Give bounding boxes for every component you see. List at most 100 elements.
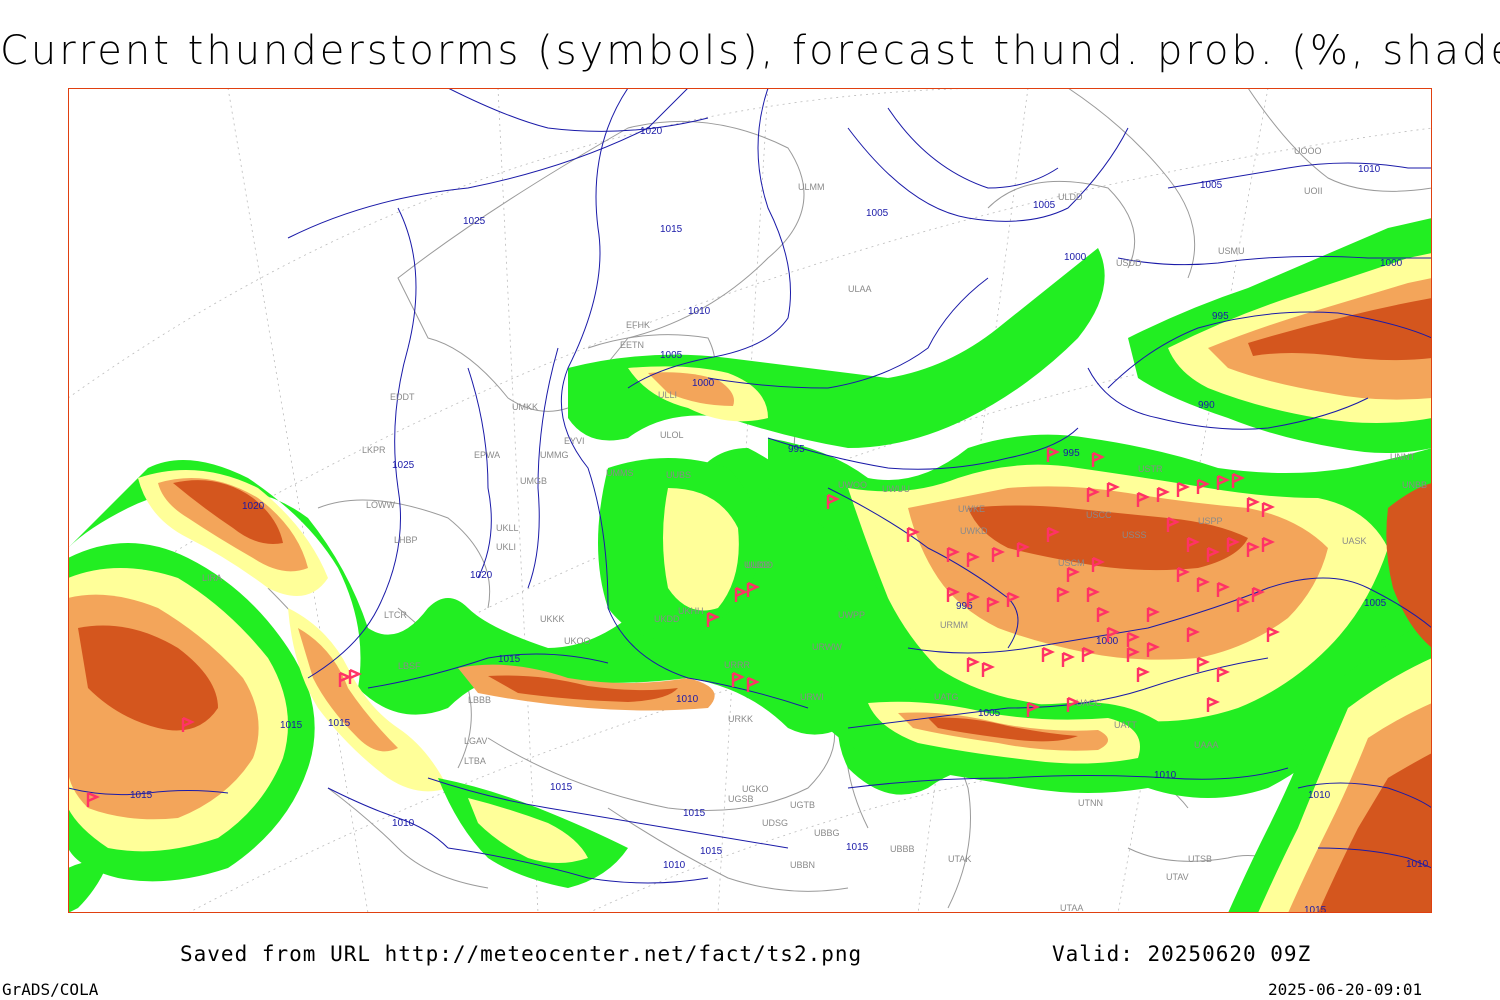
station-label: LIRA bbox=[202, 573, 222, 583]
prob-area-baltic-high bbox=[648, 372, 734, 406]
page-title: Current thunderstorms (symbols), forecas… bbox=[0, 28, 1500, 74]
isobar-label: 1000 bbox=[692, 378, 715, 389]
prob-area-southeast-vhigh bbox=[1318, 753, 1432, 913]
map-frame-border bbox=[68, 88, 1432, 913]
station-label: UACC bbox=[1076, 698, 1102, 708]
station-label: LBSF bbox=[398, 661, 421, 671]
prob-area-ukraine-mid bbox=[663, 488, 739, 611]
station-label: UMKK bbox=[512, 402, 538, 412]
isobar-label: 1000 bbox=[1064, 252, 1087, 263]
station-label: ULMM bbox=[798, 182, 825, 192]
prob-area-anatolia-mid bbox=[468, 798, 588, 863]
station-label: EETN bbox=[620, 340, 644, 350]
isobar-label: 1025 bbox=[463, 216, 486, 227]
station-label: UGSB bbox=[728, 794, 754, 804]
valid-time-text: Valid: 20250620 09Z bbox=[1052, 942, 1312, 966]
isobar-label: 1015 bbox=[683, 808, 706, 819]
thunderstorm-symbol-cluster-caucasus bbox=[966, 646, 1095, 717]
station-label: USMU bbox=[1218, 246, 1245, 256]
prob-area-iberia-vhigh bbox=[78, 625, 218, 731]
station-label: URWW bbox=[812, 642, 842, 652]
station-label: LOWW bbox=[366, 500, 396, 510]
station-label: UKDD bbox=[654, 614, 680, 624]
thunderstorm-symbol-cluster-west bbox=[86, 668, 362, 807]
station-label: UGKO bbox=[742, 784, 769, 794]
station-label: UAAA bbox=[1194, 740, 1219, 750]
station-label: UWOO bbox=[838, 480, 867, 490]
isobar-label: 1015 bbox=[130, 790, 153, 801]
projection-edge-area bbox=[68, 88, 468, 388]
station-label: USCC bbox=[1086, 510, 1112, 520]
prob-area-alps-vhigh bbox=[173, 480, 283, 544]
thunderstorm-symbols bbox=[86, 446, 1280, 807]
station-label: ULAA bbox=[848, 284, 872, 294]
station-label: UTAV bbox=[1166, 872, 1189, 882]
station-label: USSS bbox=[1122, 530, 1147, 540]
isobar-label: 1005 bbox=[660, 350, 683, 361]
isobar-label: 1015 bbox=[846, 842, 869, 853]
station-label: URMM bbox=[940, 620, 968, 630]
station-label: UKOO bbox=[564, 636, 591, 646]
station-label: UUBS bbox=[666, 470, 691, 480]
station-label: UGTB bbox=[790, 800, 815, 810]
isobar-label: 1010 bbox=[688, 306, 711, 317]
station-label: EFHK bbox=[626, 320, 650, 330]
station-label: ULLI bbox=[658, 390, 677, 400]
station-label: UKKK bbox=[540, 614, 565, 624]
station-label: UWKD bbox=[960, 526, 988, 536]
station-label: UWUU bbox=[882, 484, 910, 494]
isobar-label: 990 bbox=[1198, 400, 1215, 411]
station-label: UTAK bbox=[948, 854, 971, 864]
thunderstorm-symbol-cluster-kazakhstan bbox=[1056, 472, 1275, 682]
station-label: UMMS bbox=[606, 468, 634, 478]
station-label: UNNT bbox=[1390, 452, 1415, 462]
isobar-label: 995 bbox=[1063, 448, 1080, 459]
station-label: UUDD bbox=[744, 560, 770, 570]
station-label: LGAV bbox=[464, 736, 487, 746]
station-label: UUOO bbox=[746, 560, 773, 570]
prob-area-siberia-vhigh bbox=[1248, 298, 1432, 361]
isobar-label: 1020 bbox=[640, 126, 663, 137]
station-label: UTAA bbox=[1060, 903, 1083, 913]
station-label: URRR bbox=[724, 660, 750, 670]
isobar-label: 1005 bbox=[866, 208, 889, 219]
isobar-labels: 1020 1025 1015 1010 1005 1000 1005 1005 … bbox=[130, 126, 1429, 913]
isobar-label: 1015 bbox=[700, 846, 723, 857]
station-label: UKHH bbox=[678, 606, 704, 616]
station-label: EYVI bbox=[564, 436, 585, 446]
station-label: UBBG bbox=[814, 828, 840, 838]
prob-area-balkans-high bbox=[298, 628, 398, 752]
isobar-label: 1010 bbox=[676, 694, 699, 705]
station-label: ULOL bbox=[660, 430, 684, 440]
station-codes: UOOO UOII USMU ULDD USDD ULAA ULMM EFHK … bbox=[202, 146, 1427, 913]
isobar-label: 1010 bbox=[1154, 770, 1177, 781]
isobar-label: 995 bbox=[1212, 311, 1229, 322]
station-label: UMMG bbox=[540, 450, 569, 460]
station-label: URWI bbox=[800, 692, 824, 702]
thunderstorm-symbol-cluster-east bbox=[826, 446, 1280, 712]
map-panel[interactable]: 1020 1025 1015 1010 1005 1000 1005 1005 … bbox=[68, 88, 1432, 913]
isobar-label: 1015 bbox=[660, 224, 683, 235]
station-label: LTCR bbox=[384, 610, 407, 620]
isobar-label: 995 bbox=[956, 601, 973, 612]
isobar-label: 1000 bbox=[1380, 258, 1403, 269]
station-label: URKK bbox=[728, 714, 753, 724]
station-label: LKPR bbox=[362, 445, 386, 455]
isobar-label: 1010 bbox=[1308, 790, 1331, 801]
isobar-label: 995 bbox=[788, 444, 805, 455]
station-label: LBBB bbox=[468, 695, 491, 705]
isobar-label: 1015 bbox=[328, 718, 351, 729]
station-label: USCM bbox=[1058, 558, 1085, 568]
station-label: UWPP bbox=[838, 610, 865, 620]
isobar-label: 1005 bbox=[1364, 598, 1387, 609]
station-label: UASK bbox=[1342, 536, 1367, 546]
station-label: LHBP bbox=[394, 535, 418, 545]
map-svg[interactable]: 1020 1025 1015 1010 1005 1000 1005 1005 … bbox=[68, 88, 1432, 913]
station-label: UTNN bbox=[1078, 798, 1103, 808]
isobar-label: 1025 bbox=[392, 460, 415, 471]
isobar-label: 1010 bbox=[1406, 859, 1429, 870]
prob-area-caucasus-vhigh bbox=[928, 717, 1078, 742]
render-timestamp: 2025-06-20-09:01 bbox=[1268, 980, 1423, 999]
station-label: UOII bbox=[1304, 186, 1323, 196]
prob-area-east-edge bbox=[1386, 483, 1432, 648]
